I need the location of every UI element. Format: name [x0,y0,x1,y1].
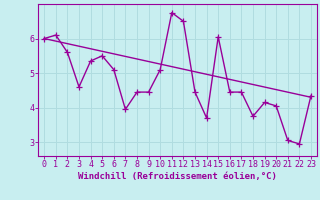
X-axis label: Windchill (Refroidissement éolien,°C): Windchill (Refroidissement éolien,°C) [78,172,277,181]
